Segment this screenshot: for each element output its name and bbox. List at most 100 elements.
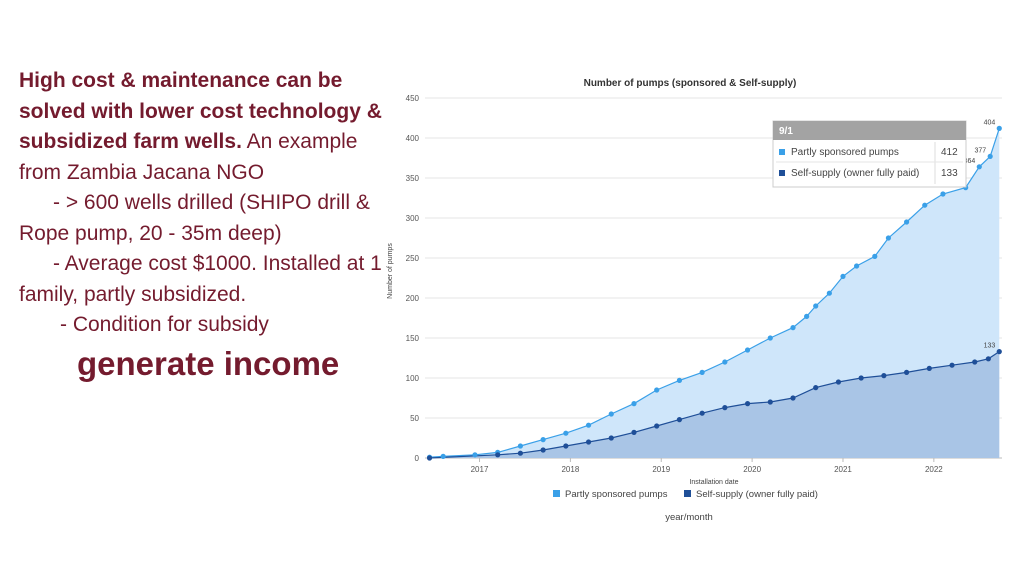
- slide-text: High cost & maintenance can be solved wi…: [19, 66, 391, 379]
- y-tick-label: 0: [415, 454, 420, 463]
- data-point-series-1: [540, 447, 546, 453]
- data-point-series-0: [517, 443, 524, 449]
- data-point-series-1: [517, 450, 524, 456]
- data-point-series-0: [826, 290, 832, 296]
- data-point-series-0: [854, 263, 860, 269]
- data-point-series-1: [631, 429, 637, 435]
- chart-title: Number of pumps (sponsored & Self-supply…: [584, 78, 797, 89]
- bold-lead: High cost & maintenance can be solved wi…: [19, 69, 382, 153]
- data-point-series-0: [563, 430, 569, 436]
- x-tick-label: 2022: [925, 465, 943, 474]
- data-point-series-1: [813, 385, 819, 391]
- data-point-series-0: [790, 325, 796, 331]
- chart-footer: year/month: [665, 512, 713, 523]
- tooltip-swatch-self: [779, 170, 785, 176]
- data-point-series-1: [608, 435, 614, 441]
- bullet-cost: - Average cost $1000. Installed at 1 fam…: [19, 252, 382, 306]
- tooltip-value-partly: 412: [941, 147, 958, 158]
- data-point-series-0: [767, 335, 773, 341]
- emphasis-text: generate income: [77, 344, 340, 382]
- tooltip-header-bg: [773, 121, 966, 140]
- data-point-series-0: [813, 303, 819, 309]
- data-point-series-0: [585, 422, 592, 428]
- legend-swatch-partly: [553, 490, 560, 497]
- data-point-series-1: [972, 359, 978, 365]
- data-label: 364: [964, 158, 976, 165]
- y-tick-label: 200: [406, 294, 420, 303]
- data-point-series-0: [722, 359, 728, 365]
- x-tick-label: 2021: [834, 465, 852, 474]
- data-point-series-0: [976, 164, 982, 170]
- data-point-series-0: [440, 453, 446, 459]
- data-point-series-1: [654, 423, 660, 429]
- data-point-series-0: [631, 401, 637, 407]
- data-point-series-0: [840, 273, 846, 279]
- bullet-condition: - Condition for subsidy: [60, 313, 269, 336]
- data-point-series-1: [699, 410, 705, 416]
- data-label: 133: [984, 343, 996, 350]
- y-axis-label: Number of pumps: [387, 243, 394, 299]
- y-tick-label: 100: [406, 374, 420, 383]
- data-point-series-1: [881, 373, 887, 379]
- data-point-series-1: [835, 379, 842, 385]
- y-tick-label: 150: [406, 334, 420, 343]
- legend-label-partly[interactable]: Partly sponsored pumps: [565, 489, 668, 500]
- data-point-series-0: [940, 191, 946, 197]
- data-point-series-0: [540, 437, 546, 443]
- data-point-series-0: [744, 347, 751, 353]
- data-point-series-1: [585, 439, 592, 445]
- data-point-series-1: [996, 349, 1002, 355]
- data-point-series-1: [676, 417, 683, 423]
- data-point-series-0: [987, 153, 993, 159]
- x-tick-label: 2017: [471, 465, 489, 474]
- data-point-series-0: [885, 235, 892, 241]
- data-point-series-1: [426, 455, 433, 461]
- tooltip-label-partly: Partly sponsored pumps: [791, 147, 899, 158]
- data-label: 404: [984, 119, 996, 126]
- data-point-series-0: [699, 369, 705, 375]
- y-tick-label: 250: [406, 254, 420, 263]
- data-label: 377: [974, 147, 986, 154]
- data-point-series-0: [996, 125, 1002, 131]
- tooltip-label-self: Self-supply (owner fully paid): [791, 168, 919, 179]
- tooltip-header: 9/1: [779, 126, 793, 137]
- data-point-series-1: [926, 365, 932, 371]
- data-point-series-0: [608, 411, 614, 417]
- data-point-series-0: [922, 202, 928, 208]
- area-series-1: [429, 351, 1000, 458]
- y-tick-label: 350: [406, 174, 420, 183]
- area-layer: [429, 128, 1000, 458]
- tooltip: 9/1 Partly sponsored pumps 412 Self-supp…: [772, 120, 967, 188]
- data-point-series-1: [744, 401, 751, 407]
- data-point-series-1: [858, 375, 864, 381]
- point-layer: 364 377 404 133: [426, 119, 1002, 461]
- bullet-wells: - > 600 wells drilled (SHIPO drill & Rop…: [19, 191, 370, 245]
- data-point-series-1: [722, 405, 728, 411]
- area-series-0: [429, 128, 1000, 458]
- x-tick-label: 2018: [561, 465, 579, 474]
- y-tick-label: 400: [406, 134, 420, 143]
- data-point-series-1: [903, 369, 910, 375]
- data-point-series-1: [949, 362, 955, 368]
- x-tick-label: 2019: [652, 465, 670, 474]
- data-point-series-0: [804, 313, 810, 319]
- data-point-series-1: [495, 452, 501, 458]
- axis-layer: 0 50 100 150 200 250 300 350 400 450 2017 2018 2019 2…: [406, 94, 944, 474]
- y-tick-label: 300: [406, 214, 420, 223]
- data-point-series-1: [985, 356, 991, 362]
- data-point-series-1: [790, 395, 796, 401]
- y-tick-label: 50: [410, 414, 419, 423]
- legend-swatch-self: [684, 490, 691, 497]
- data-point-series-1: [767, 399, 773, 405]
- data-point-series-0: [676, 377, 683, 383]
- lead-rest: An example from Zambia Jacana NGO: [19, 130, 358, 184]
- data-point-series-0: [472, 452, 478, 458]
- x-axis-label: Installation date: [689, 479, 738, 486]
- tooltip-swatch-partly: [779, 149, 785, 155]
- legend-label-self[interactable]: Self-supply (owner fully paid): [696, 489, 818, 500]
- data-point-series-0: [654, 387, 660, 393]
- data-point-series-0: [903, 219, 910, 225]
- tooltip-value-self: 133: [941, 168, 958, 179]
- y-tick-label: 450: [406, 94, 420, 103]
- data-point-series-0: [872, 253, 878, 259]
